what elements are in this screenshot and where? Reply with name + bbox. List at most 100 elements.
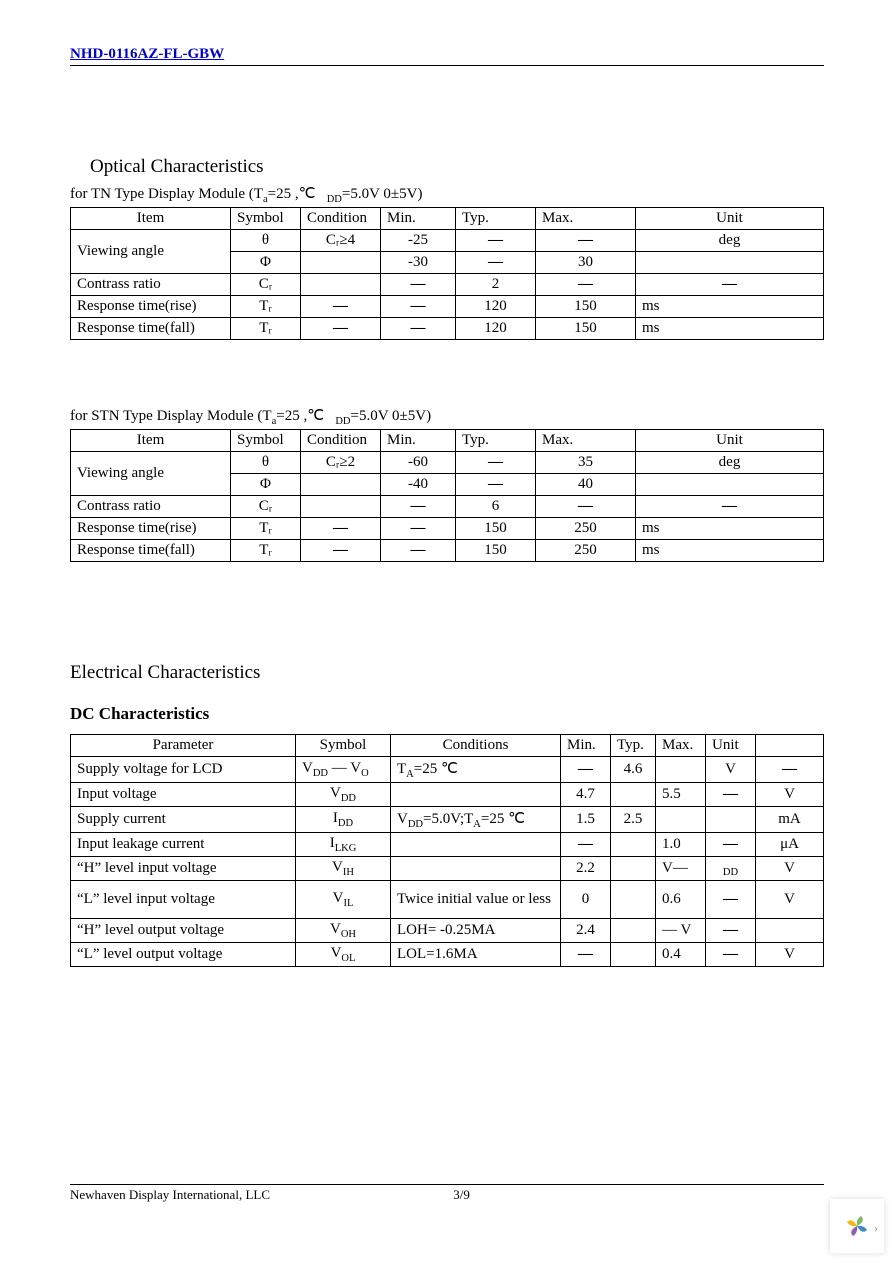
cell xyxy=(301,252,381,274)
cell: LOH= -0.25MA xyxy=(391,919,561,943)
cell: ms xyxy=(636,296,824,318)
cell: 4.6 xyxy=(611,757,656,783)
th-min: Min. xyxy=(381,208,456,230)
cell: — V xyxy=(656,919,706,943)
cell: 40 xyxy=(536,474,636,496)
optical-title: Optical Characteristics xyxy=(90,156,824,178)
cell xyxy=(301,496,381,518)
cell xyxy=(611,919,656,943)
th: Typ. xyxy=(611,735,656,757)
table-row: Supply current IDD VDD=5.0V;TA=25 ℃ 1.5 … xyxy=(71,807,824,833)
table-row: Viewing angle θ Cᵣ≥2 -60 — 35 deg xyxy=(71,452,824,474)
table-row: Supply voltage for LCD VDD — VO TA=25 ℃ … xyxy=(71,757,824,783)
cell: Input leakage current xyxy=(71,833,296,857)
cell: TA=25 ℃ xyxy=(391,757,561,783)
cell: 4.7 xyxy=(561,783,611,807)
cell: — xyxy=(381,274,456,296)
product-header: NHD-0116AZ-FL-GBW xyxy=(70,46,824,63)
table-row: “L” level output voltage VOL LOL=1.6MA —… xyxy=(71,943,824,967)
cell xyxy=(611,943,656,967)
cell: — xyxy=(381,496,456,518)
cell: Response time(fall) xyxy=(71,540,231,562)
cell: — xyxy=(301,296,381,318)
cell: VDD — VO xyxy=(296,757,391,783)
cell: θ xyxy=(231,452,301,474)
th: Typ. xyxy=(456,430,536,452)
tn-table: Item Symbol Condition Min. Typ. Max. Uni… xyxy=(70,207,824,340)
cell: “L” level output voltage xyxy=(71,943,296,967)
corner-logo: › xyxy=(830,1199,884,1253)
cell xyxy=(636,474,824,496)
cell xyxy=(391,783,561,807)
cell: 5.5 xyxy=(656,783,706,807)
cell: “H” level input voltage xyxy=(71,857,296,881)
table-row: Response time(fall) Tᵣ — — 150 250 ms xyxy=(71,540,824,562)
cell: 6 xyxy=(456,496,536,518)
cell: 35 xyxy=(536,452,636,474)
cell: deg xyxy=(636,452,824,474)
cell: VOL xyxy=(296,943,391,967)
cell: Tᵣ xyxy=(231,296,301,318)
cell xyxy=(301,274,381,296)
th: Max. xyxy=(536,430,636,452)
cell: 150 xyxy=(536,318,636,340)
cell: — xyxy=(706,943,756,967)
stn-caption: for STN Type Display Module (Ta=25 ,℃ DD… xyxy=(70,406,824,427)
cell: — xyxy=(706,881,756,919)
cell: Viewing angle xyxy=(71,230,231,274)
cell: — xyxy=(706,833,756,857)
cell: Contrass ratio xyxy=(71,274,231,296)
table-row: Contrass ratio Cᵣ — 6 — — xyxy=(71,496,824,518)
cell xyxy=(636,252,824,274)
cell: — xyxy=(301,518,381,540)
cell: mA xyxy=(756,807,824,833)
cell xyxy=(391,857,561,881)
th: Unit xyxy=(706,735,756,757)
cell: V xyxy=(756,783,824,807)
cell: — xyxy=(756,757,824,783)
cell: VOH xyxy=(296,919,391,943)
header-rule xyxy=(70,65,824,66)
stn-table: Item Symbol Condition Min. Typ. Max. Uni… xyxy=(70,429,824,562)
footer: Newhaven Display International, LLC 3/9 xyxy=(70,1184,824,1203)
th-condition: Condition xyxy=(301,208,381,230)
th-typ: Typ. xyxy=(456,208,536,230)
cell: Supply voltage for LCD xyxy=(71,757,296,783)
cell: V— xyxy=(656,857,706,881)
cell: — xyxy=(301,540,381,562)
cell: — xyxy=(706,919,756,943)
th: Min. xyxy=(381,430,456,452)
table-row: Contrass ratio Cᵣ — 2 — — xyxy=(71,274,824,296)
cell: 2.4 xyxy=(561,919,611,943)
th: Symbol xyxy=(231,430,301,452)
cell: — xyxy=(301,318,381,340)
cell: — xyxy=(381,296,456,318)
cell: 2 xyxy=(456,274,536,296)
cell: μA xyxy=(756,833,824,857)
table-header-row: Item Symbol Condition Min. Typ. Max. Uni… xyxy=(71,208,824,230)
electrical-title: Electrical Characteristics xyxy=(70,662,824,684)
cell: 250 xyxy=(536,518,636,540)
cell: Φ xyxy=(231,252,301,274)
cell: 150 xyxy=(456,540,536,562)
cell: — xyxy=(381,540,456,562)
cell: 2.5 xyxy=(611,807,656,833)
cell: — xyxy=(636,496,824,518)
cell: — xyxy=(536,496,636,518)
dc-table: Parameter Symbol Conditions Min. Typ. Ma… xyxy=(70,734,824,967)
table-row: Response time(rise) Tᵣ — — 120 150 ms xyxy=(71,296,824,318)
cell: -25 xyxy=(381,230,456,252)
th-unit: Unit xyxy=(636,208,824,230)
chevron-right-icon: › xyxy=(874,1221,878,1236)
cell xyxy=(656,807,706,833)
cell: Tᵣ xyxy=(231,518,301,540)
cell: — xyxy=(536,230,636,252)
cell: “L” level input voltage xyxy=(71,881,296,919)
cell: Tᵣ xyxy=(231,318,301,340)
cell: 0.4 xyxy=(656,943,706,967)
cell: — xyxy=(636,274,824,296)
cell: — xyxy=(456,452,536,474)
table-row: Input leakage current ILKG — 1.0 — μA xyxy=(71,833,824,857)
cell: 120 xyxy=(456,296,536,318)
table-row: “H” level input voltage VIH 2.2 V— DD V xyxy=(71,857,824,881)
